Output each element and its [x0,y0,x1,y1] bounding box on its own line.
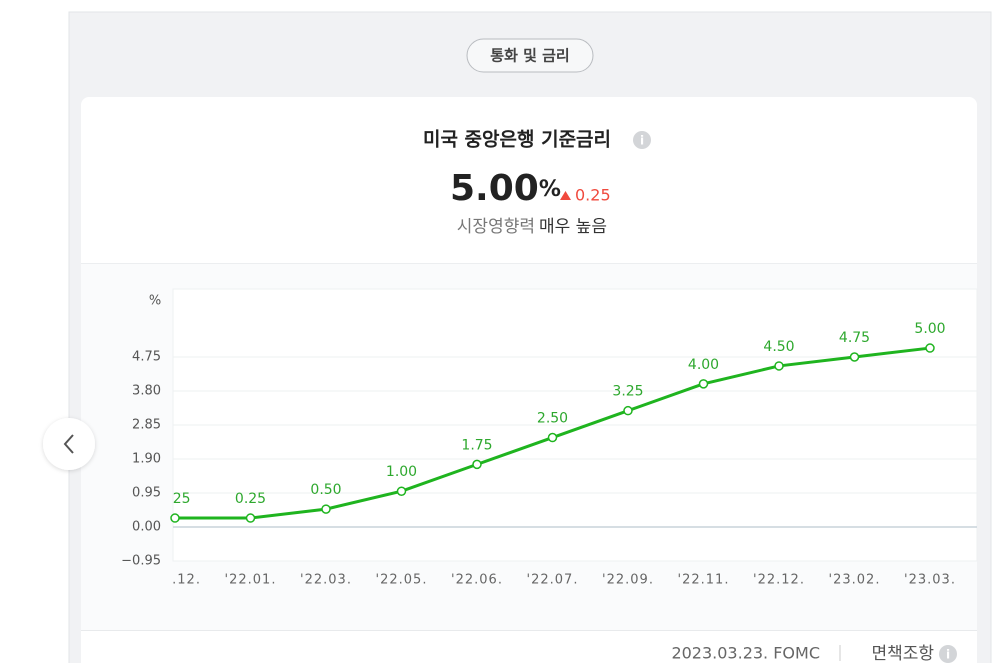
x-tick-label: '22.05. [376,573,428,588]
data-point [170,513,180,523]
card-title: 미국 중앙은행 기준금리 [423,129,611,151]
rate-value: 5.00% [450,168,561,209]
x-tick-label: '22.11. [678,573,730,588]
y-unit: % [149,294,161,309]
prev-chevron [63,434,74,454]
data-label: 3.25 [612,384,643,400]
data-point [925,343,935,353]
data-point [245,513,256,523]
data-label: 4.00 [688,357,719,373]
x-tick-label: '22.03. [300,573,352,588]
x-tick-label: '23.02. [829,573,881,588]
data-label: 0.50 [310,482,341,498]
x-tick-label: '22.06. [451,573,503,588]
impact-label: 시장영향력 [457,217,535,237]
x-tick-label: '22.07. [527,573,579,588]
footer-date: 2023.03.23. FOMC [671,644,820,663]
data-label: 0.25 [235,491,266,507]
info-icon[interactable] [633,131,651,149]
pill-label: 통화 및 금리 [490,47,569,65]
rate-unit: % [539,177,561,202]
prev-button[interactable] [43,418,95,470]
data-label: 1.00 [386,464,417,480]
info-icon[interactable] [939,645,957,663]
info-icon-glyph: i [640,134,644,148]
data-label: 5.00 [914,321,945,337]
x-tick-label: '21.12. [149,573,201,588]
rate-number: 5.00 [450,168,539,209]
rate-change: 0.25 [575,186,611,205]
data-label: 2.50 [537,411,568,427]
up-arrow [560,191,571,200]
data-label: 4.75 [839,330,870,346]
y-tick-label: 0.00 [132,520,161,535]
data-label: 1.75 [461,437,492,453]
y-tick-label: 0.95 [132,486,161,501]
y-tick-label: 3.80 [132,384,161,399]
data-point [472,459,482,470]
disclaimer[interactable]: 면책조항 [871,644,934,663]
data-label: 4.50 [763,339,794,355]
y-tick-label: 4.75 [132,350,161,365]
data-point [849,352,860,362]
x-tick-label: '22.12. [753,573,805,588]
category-pill[interactable] [466,38,594,73]
y-tick-label: −0.95 [121,554,161,569]
y-tick-label: 1.90 [132,452,161,467]
data-point [623,405,633,416]
y-tick-label: 2.85 [132,418,161,433]
data-point [547,432,558,443]
data-point [396,486,407,496]
data-label: 0.25 [159,491,190,507]
x-tick-label: '22.09. [602,573,654,588]
impact-level: 매우 높음 [539,217,607,237]
data-point [321,504,331,514]
info-icon-glyph: i [946,648,950,662]
data-point [774,361,784,371]
x-tick-label: '22.01. [225,573,277,588]
data-point [698,379,709,389]
x-tick-label: '23.03. [904,573,956,588]
